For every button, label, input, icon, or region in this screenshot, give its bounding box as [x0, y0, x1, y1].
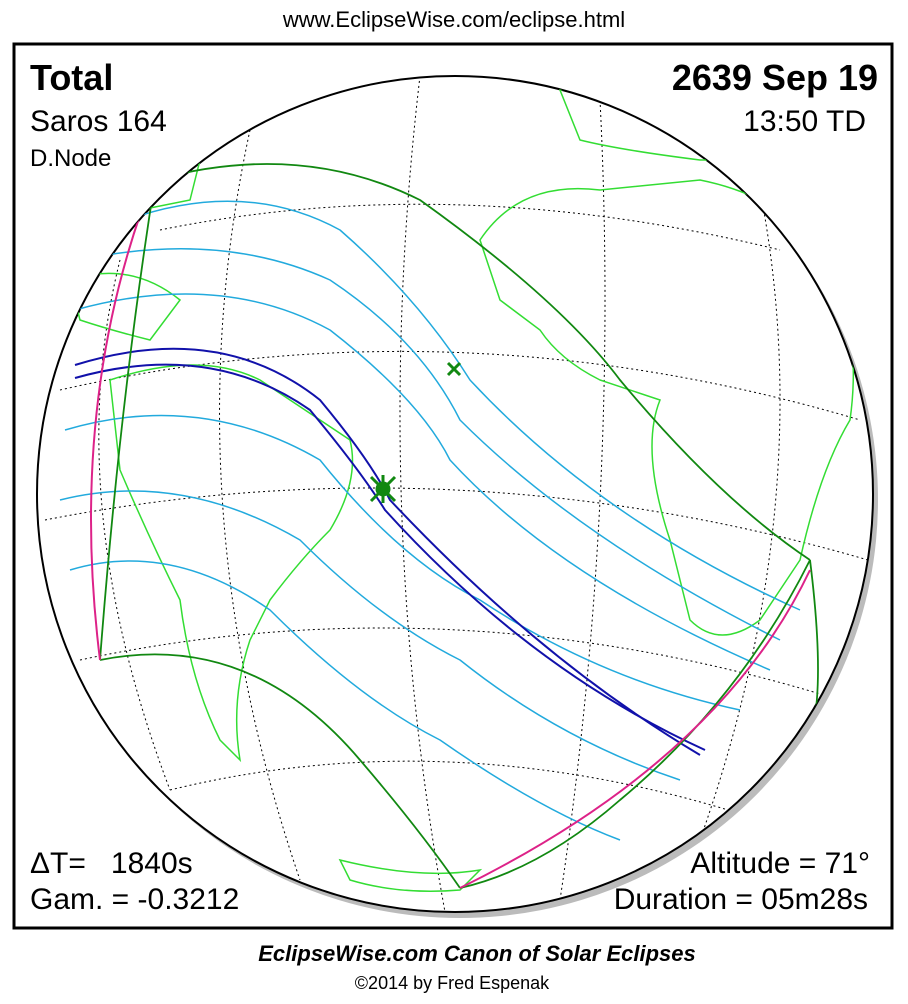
penumbral-limits	[59, 200, 801, 841]
umbral-path	[74, 347, 706, 756]
gamma: Gam. = -0.3212	[30, 883, 239, 916]
eclipse-type: Total	[30, 57, 113, 98]
altitude: Altitude = 71°	[690, 847, 870, 880]
subsolar-marker	[446, 361, 462, 377]
duration: Duration = 05m28s	[614, 883, 868, 916]
globe	[36, 75, 874, 913]
url: www.EclipseWise.com/eclipse.html	[282, 7, 625, 32]
delta-t: ΔT= 1840s	[30, 847, 193, 880]
credit: ©2014 by Fred Espenak	[355, 973, 550, 993]
graticule	[44, 76, 869, 912]
node: D.Node	[30, 145, 111, 172]
saros: Saros 164	[30, 105, 167, 138]
time: 13:50 TD	[743, 105, 866, 138]
rise-set-curves	[90, 214, 811, 889]
greatest-eclipse-marker	[369, 475, 397, 503]
footer-title: EclipseWise.com Canon of Solar Eclipses	[258, 941, 696, 966]
date: 2639 Sep 19	[672, 57, 878, 98]
